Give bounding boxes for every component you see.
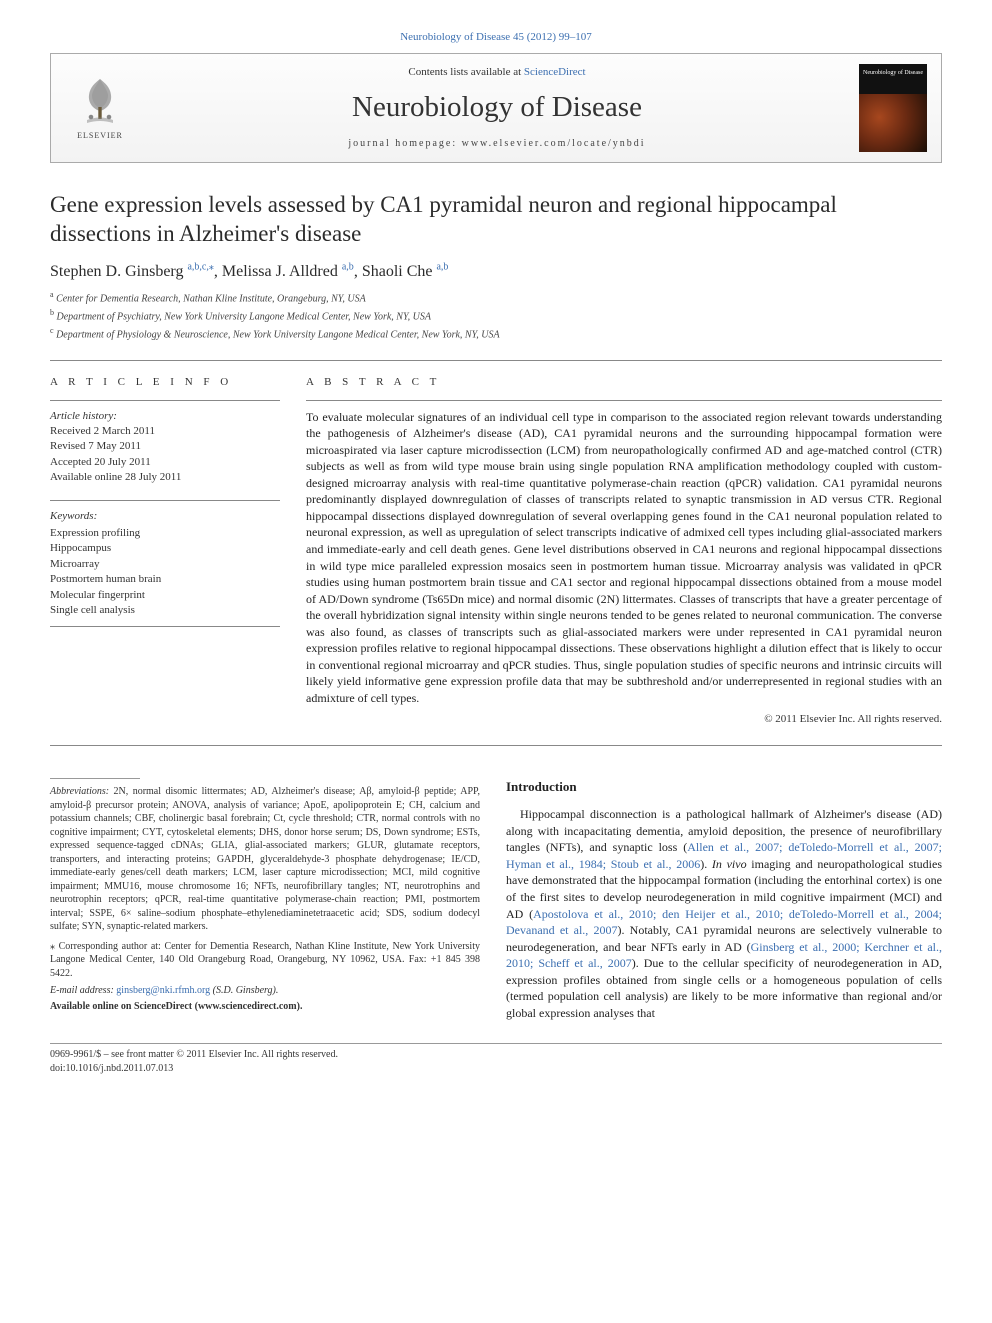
divider [50, 745, 942, 746]
abstract-text: To evaluate molecular signatures of an i… [306, 400, 942, 707]
elsevier-wordmark: ELSEVIER [77, 131, 123, 142]
keyword: Expression profiling [50, 526, 280, 541]
elsevier-tree-icon [75, 73, 125, 129]
history-accepted: Accepted 20 July 2011 [50, 455, 280, 470]
article-history: Article history: Received 2 March 2011 R… [50, 400, 280, 486]
email-address[interactable]: ginsberg@nki.rfmh.org [116, 985, 210, 996]
contents-lists-line: Contents lists available at ScienceDirec… [135, 65, 859, 80]
history-received: Received 2 March 2011 [50, 424, 280, 439]
abbrev-label: Abbreviations: [50, 786, 109, 797]
abbreviations: Abbreviations: 2N, normal disomic litter… [50, 785, 480, 934]
divider [50, 360, 942, 361]
contents-prefix: Contents lists available at [408, 66, 523, 78]
page-footer: 0969-9961/$ – see front matter © 2011 El… [50, 1043, 942, 1075]
intro-text: ). [700, 857, 712, 871]
footer-doi[interactable]: doi:10.1016/j.nbd.2011.07.013 [50, 1062, 942, 1076]
keywords-label: Keywords: [50, 509, 280, 524]
journal-title: Neurobiology of Disease [135, 88, 859, 127]
author-2[interactable]: , Melissa J. Alldred a,b [214, 263, 354, 280]
affiliation-c: c Department of Physiology & Neuroscienc… [50, 326, 942, 342]
affiliation-a: a Center for Dementia Research, Nathan K… [50, 290, 942, 306]
journal-citation[interactable]: Neurobiology of Disease 45 (2012) 99–107 [50, 30, 942, 45]
footer-issn: 0969-9961/$ – see front matter © 2011 El… [50, 1048, 942, 1062]
email-paren: (S.D. Ginsberg). [210, 985, 278, 996]
keyword: Microarray [50, 557, 280, 572]
abbrev-text: 2N, normal disomic littermates; AD, Alzh… [50, 786, 480, 932]
intro-text-italic: In vivo [712, 857, 747, 871]
keyword: Single cell analysis [50, 603, 280, 618]
cover-art [859, 94, 927, 152]
email-label: E-mail address: [50, 985, 116, 996]
author-1[interactable]: Stephen D. Ginsberg a,b,c,⁎ [50, 263, 214, 280]
keyword: Molecular fingerprint [50, 588, 280, 603]
keyword: Postmortem human brain [50, 572, 280, 587]
introduction-para: Hippocampal disconnection is a pathologi… [506, 806, 942, 1021]
abstract-copyright: © 2011 Elsevier Inc. All rights reserved… [306, 712, 942, 727]
available-online: Available online on ScienceDirect (www.s… [50, 1000, 480, 1014]
history-label: Article history: [50, 409, 280, 424]
article-title: Gene expression levels assessed by CA1 p… [50, 191, 942, 249]
journal-homepage[interactable]: journal homepage: www.elsevier.com/locat… [135, 137, 859, 151]
keywords: Keywords: Expression profiling Hippocamp… [50, 500, 280, 628]
corr-email-line: E-mail address: ginsberg@nki.rfmh.org (S… [50, 984, 480, 998]
sciencedirect-link[interactable]: ScienceDirect [524, 66, 586, 78]
affiliation-b: b Department of Psychiatry, New York Uni… [50, 308, 942, 324]
article-info-heading: A R T I C L E I N F O [50, 375, 280, 390]
corresponding-author: ⁎ Corresponding author at: Center for De… [50, 940, 480, 981]
elsevier-logo[interactable]: ELSEVIER [65, 69, 135, 147]
cover-title: Neurobiology of Disease [863, 70, 923, 88]
history-online: Available online 28 July 2011 [50, 470, 280, 485]
introduction-heading: Introduction [506, 778, 942, 796]
abstract-heading: A B S T R A C T [306, 375, 942, 390]
author-3[interactable]: , Shaoli Che a,b [354, 263, 449, 280]
corr-text: Corresponding author at: Center for Deme… [50, 941, 480, 979]
masthead: ELSEVIER Contents lists available at Sci… [50, 53, 942, 163]
footnote-divider [50, 778, 140, 779]
keyword: Hippocampus [50, 541, 280, 556]
journal-cover-thumb[interactable]: Neurobiology of Disease [859, 64, 927, 152]
footer-divider [50, 1043, 942, 1044]
authors-line: Stephen D. Ginsberg a,b,c,⁎, Melissa J. … [50, 260, 942, 282]
history-revised: Revised 7 May 2011 [50, 439, 280, 454]
